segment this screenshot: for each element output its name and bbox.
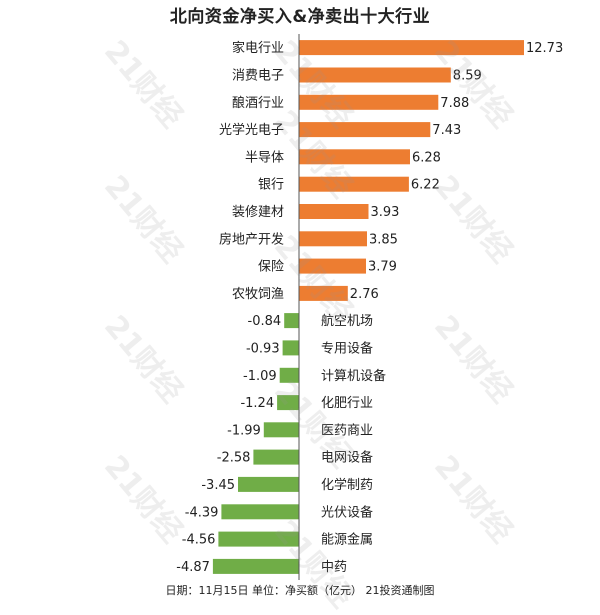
- value-label: -1.99: [227, 423, 261, 438]
- category-label: 装修建材: [232, 205, 284, 220]
- value-label: -0.93: [246, 341, 280, 356]
- category-label: 消费电子: [232, 69, 284, 84]
- value-label: 7.88: [440, 96, 469, 111]
- bar: [299, 231, 367, 247]
- value-label: 3.93: [371, 205, 400, 220]
- bar: [299, 149, 410, 165]
- value-label: -3.45: [201, 478, 235, 493]
- category-label: 化肥行业: [321, 396, 373, 411]
- value-label: 3.85: [369, 232, 398, 247]
- value-label: 6.28: [412, 150, 441, 165]
- category-label: 化学制药: [321, 477, 373, 493]
- category-label: 医药商业: [321, 423, 373, 438]
- value-label: -0.84: [248, 314, 282, 329]
- category-label: 农牧饲渔: [232, 287, 284, 302]
- bar-chart: 12.73 家电行业 8.59 消费电子 7.88 酿酒行业 7.43 光学光电子 6.28 半导…: [176, 34, 563, 580]
- bar: [218, 531, 299, 547]
- category-label: 半导体: [245, 150, 284, 165]
- chart-title: 北向资金净买入&净卖出十大行业: [169, 7, 431, 27]
- value-label: 6.22: [411, 178, 440, 193]
- bar: [299, 40, 524, 56]
- value-label: -4.39: [185, 505, 219, 520]
- category-label: 中药: [321, 560, 347, 575]
- value-label: 3.79: [368, 260, 397, 275]
- value-label: 8.59: [453, 69, 482, 84]
- bar: [299, 94, 439, 110]
- value-label: -2.58: [217, 451, 251, 466]
- bar: [279, 367, 299, 383]
- bar: [299, 122, 431, 138]
- category-label: 航空机场: [321, 313, 373, 329]
- value-label: 7.43: [432, 123, 461, 138]
- bar: [299, 67, 451, 83]
- category-label: 光学光电子: [219, 122, 284, 138]
- bar: [299, 258, 366, 274]
- bar: [238, 476, 299, 492]
- bar: [277, 395, 299, 411]
- value-label: -4.87: [176, 560, 210, 575]
- value-label: 2.76: [350, 287, 379, 302]
- category-label: 计算机设备: [321, 368, 386, 384]
- category-label: 银行: [258, 178, 284, 193]
- value-label: -4.56: [182, 533, 216, 548]
- category-label: 保险: [258, 260, 284, 275]
- bar: [299, 204, 369, 219]
- bar: [221, 504, 299, 520]
- category-label: 房地产开发: [219, 231, 284, 247]
- bar: [284, 313, 299, 329]
- value-label: 12.73: [526, 41, 563, 56]
- bar: [282, 340, 299, 356]
- value-label: -1.09: [243, 369, 277, 384]
- category-label: 家电行业: [232, 40, 284, 56]
- bar: [212, 558, 299, 574]
- chart-footer: 日期：11月15日 单位：净买额（亿元） 21投资通制图: [165, 584, 435, 597]
- category-label: 专用设备: [321, 340, 373, 356]
- bar: [253, 449, 299, 465]
- bar: [299, 285, 348, 301]
- category-label: 光伏设备: [321, 504, 373, 520]
- category-label: 酿酒行业: [232, 95, 284, 111]
- category-label: 电网设备: [321, 450, 373, 466]
- bar: [299, 176, 409, 192]
- value-label: -1.24: [240, 396, 274, 411]
- category-label: 能源金属: [321, 532, 373, 548]
- bar: [263, 422, 299, 438]
